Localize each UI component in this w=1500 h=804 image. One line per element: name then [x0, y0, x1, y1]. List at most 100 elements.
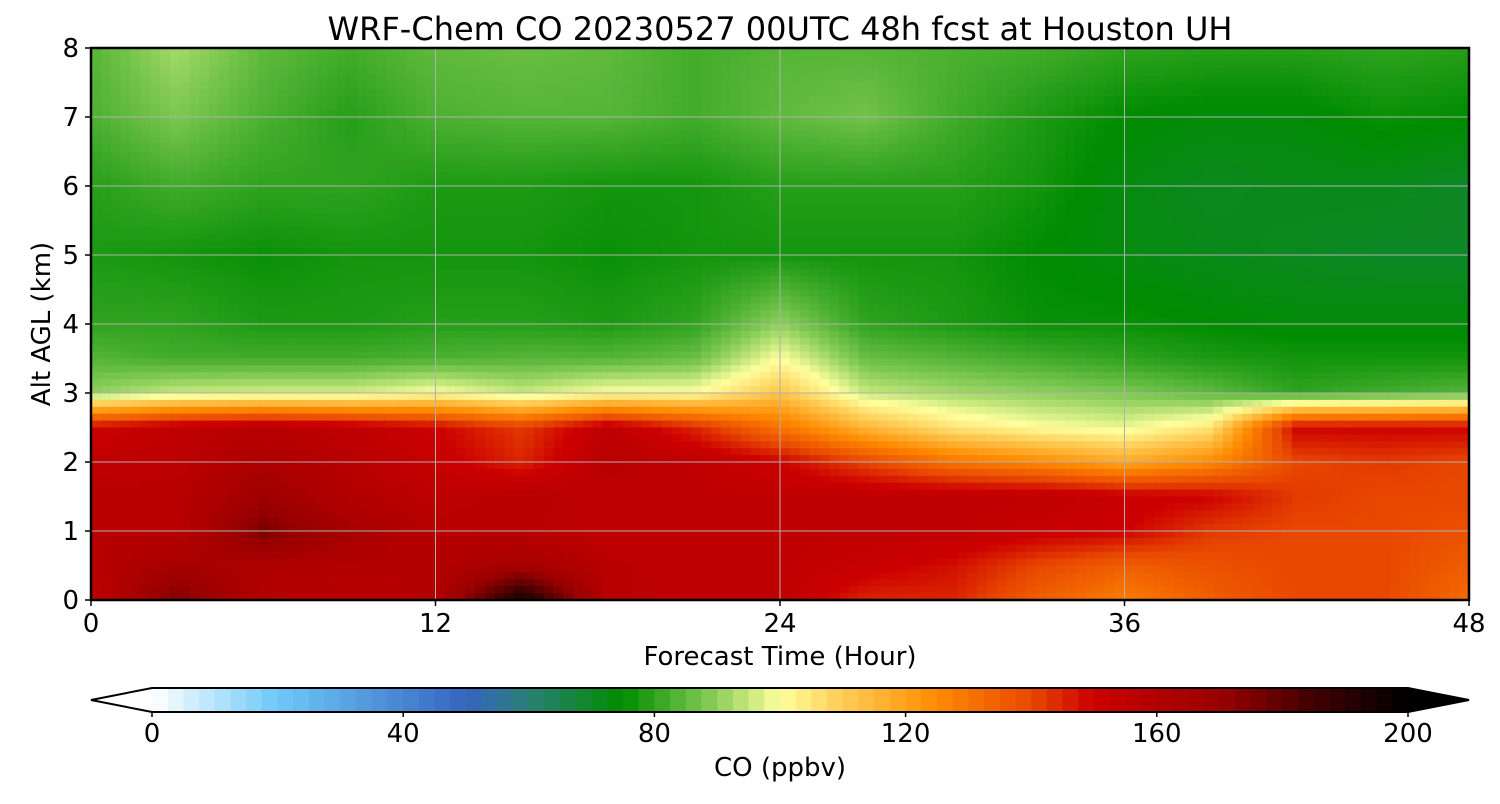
heatmap-cell: [1213, 206, 1224, 215]
heatmap-cell: [1380, 261, 1391, 270]
heatmap-cell: [1055, 255, 1067, 263]
heatmap-cell: [396, 275, 407, 284]
heatmap-cell: [691, 241, 702, 249]
heatmap-cell: [1144, 61, 1155, 70]
heatmap-cell: [248, 227, 259, 235]
heatmap-cell: [553, 289, 565, 297]
heatmap-cell: [642, 268, 653, 277]
heatmap-cell: [1114, 186, 1126, 194]
heatmap-cell: [1203, 75, 1214, 84]
heatmap-cell: [622, 220, 633, 228]
heatmap-cell: [514, 117, 525, 125]
heatmap-cell: [287, 213, 299, 222]
heatmap-cell: [1134, 117, 1145, 125]
heatmap-cell: [878, 172, 889, 180]
heatmap-cell: [602, 268, 614, 277]
heatmap-cell: [287, 289, 299, 297]
heatmap-cell: [681, 103, 693, 111]
heatmap-cell: [1439, 165, 1450, 173]
heatmap-cell: [110, 89, 122, 97]
heatmap-cell: [317, 206, 328, 215]
heatmap-cell: [652, 117, 663, 125]
heatmap-cell: [287, 82, 299, 90]
heatmap-cell: [169, 282, 181, 291]
heatmap-cell: [1085, 75, 1096, 84]
heatmap-cell: [248, 192, 259, 201]
heatmap-cell: [1114, 179, 1126, 187]
heatmap-cell: [1272, 186, 1283, 194]
heatmap-cell: [1449, 172, 1460, 180]
heatmap-cell: [1341, 89, 1352, 97]
heatmap-cell: [947, 172, 958, 180]
heatmap-cell: [829, 137, 840, 146]
heatmap-cell: [553, 255, 565, 263]
heatmap-cell: [967, 89, 978, 97]
heatmap-cell: [868, 220, 880, 228]
heatmap-cell: [1331, 68, 1342, 77]
heatmap-cell: [278, 82, 289, 90]
heatmap-cell: [1173, 137, 1185, 146]
heatmap-cell: [1085, 248, 1096, 256]
heatmap-cell: [1183, 282, 1194, 291]
heatmap-cell: [1124, 130, 1135, 139]
heatmap-cell: [642, 82, 653, 90]
heatmap-cell: [760, 241, 771, 249]
heatmap-cell: [218, 48, 230, 56]
heatmap-cell: [1006, 123, 1017, 132]
heatmap-cell: [819, 268, 830, 277]
heatmap-cell: [1449, 275, 1460, 284]
heatmap-cell: [1065, 158, 1076, 166]
heatmap-cell: [543, 75, 555, 84]
heatmap-cell: [740, 241, 752, 249]
heatmap-cell: [770, 234, 781, 242]
heatmap-cell: [1262, 186, 1273, 194]
heatmap-cell: [150, 75, 161, 84]
heatmap-cell: [327, 282, 338, 291]
heatmap-cell: [543, 186, 555, 194]
heatmap-cell: [1301, 179, 1313, 187]
heatmap-cell: [356, 213, 368, 222]
heatmap-cell: [1459, 82, 1470, 90]
heatmap-cell: [169, 186, 181, 194]
heatmap-cell: [209, 75, 220, 84]
heatmap-cell: [1055, 192, 1067, 201]
heatmap-cell: [140, 158, 151, 166]
heatmap-cell: [996, 282, 1007, 291]
heatmap-cell: [976, 110, 988, 118]
heatmap-cell: [248, 123, 259, 132]
heatmap-cell: [396, 165, 407, 173]
heatmap-cell: [1370, 282, 1382, 291]
heatmap-cell: [1281, 123, 1293, 132]
heatmap-cell: [1055, 61, 1067, 70]
heatmap-cell: [159, 268, 171, 277]
heatmap-cell: [1134, 96, 1145, 104]
heatmap-cell: [405, 234, 417, 242]
heatmap-cell: [652, 172, 663, 180]
heatmap-cell: [297, 117, 309, 125]
heatmap-cell: [533, 75, 545, 84]
heatmap-cell: [1370, 227, 1382, 235]
heatmap-cell: [1252, 96, 1263, 104]
heatmap-cell: [179, 213, 191, 222]
heatmap-cell: [1272, 165, 1283, 173]
heatmap-cell: [1262, 75, 1273, 84]
heatmap-cell: [1390, 186, 1401, 194]
heatmap-cell: [1016, 61, 1027, 70]
heatmap-cell: [1026, 158, 1037, 166]
heatmap-cell: [533, 186, 545, 194]
heatmap-cell: [1163, 61, 1175, 70]
heatmap-cell: [1321, 75, 1332, 84]
heatmap-cell: [1203, 123, 1214, 132]
heatmap-cell: [967, 165, 978, 173]
heatmap-cell: [1439, 117, 1450, 125]
heatmap-cell: [878, 165, 889, 173]
heatmap-cell: [504, 241, 515, 249]
heatmap-cell: [1380, 206, 1391, 215]
heatmap-cell: [927, 172, 939, 180]
heatmap-cell: [1439, 54, 1450, 63]
heatmap-cell: [937, 248, 948, 256]
heatmap-cell: [1301, 192, 1313, 201]
heatmap-cell: [1350, 213, 1362, 222]
heatmap-cell: [465, 103, 476, 111]
heatmap-cell: [573, 234, 584, 242]
